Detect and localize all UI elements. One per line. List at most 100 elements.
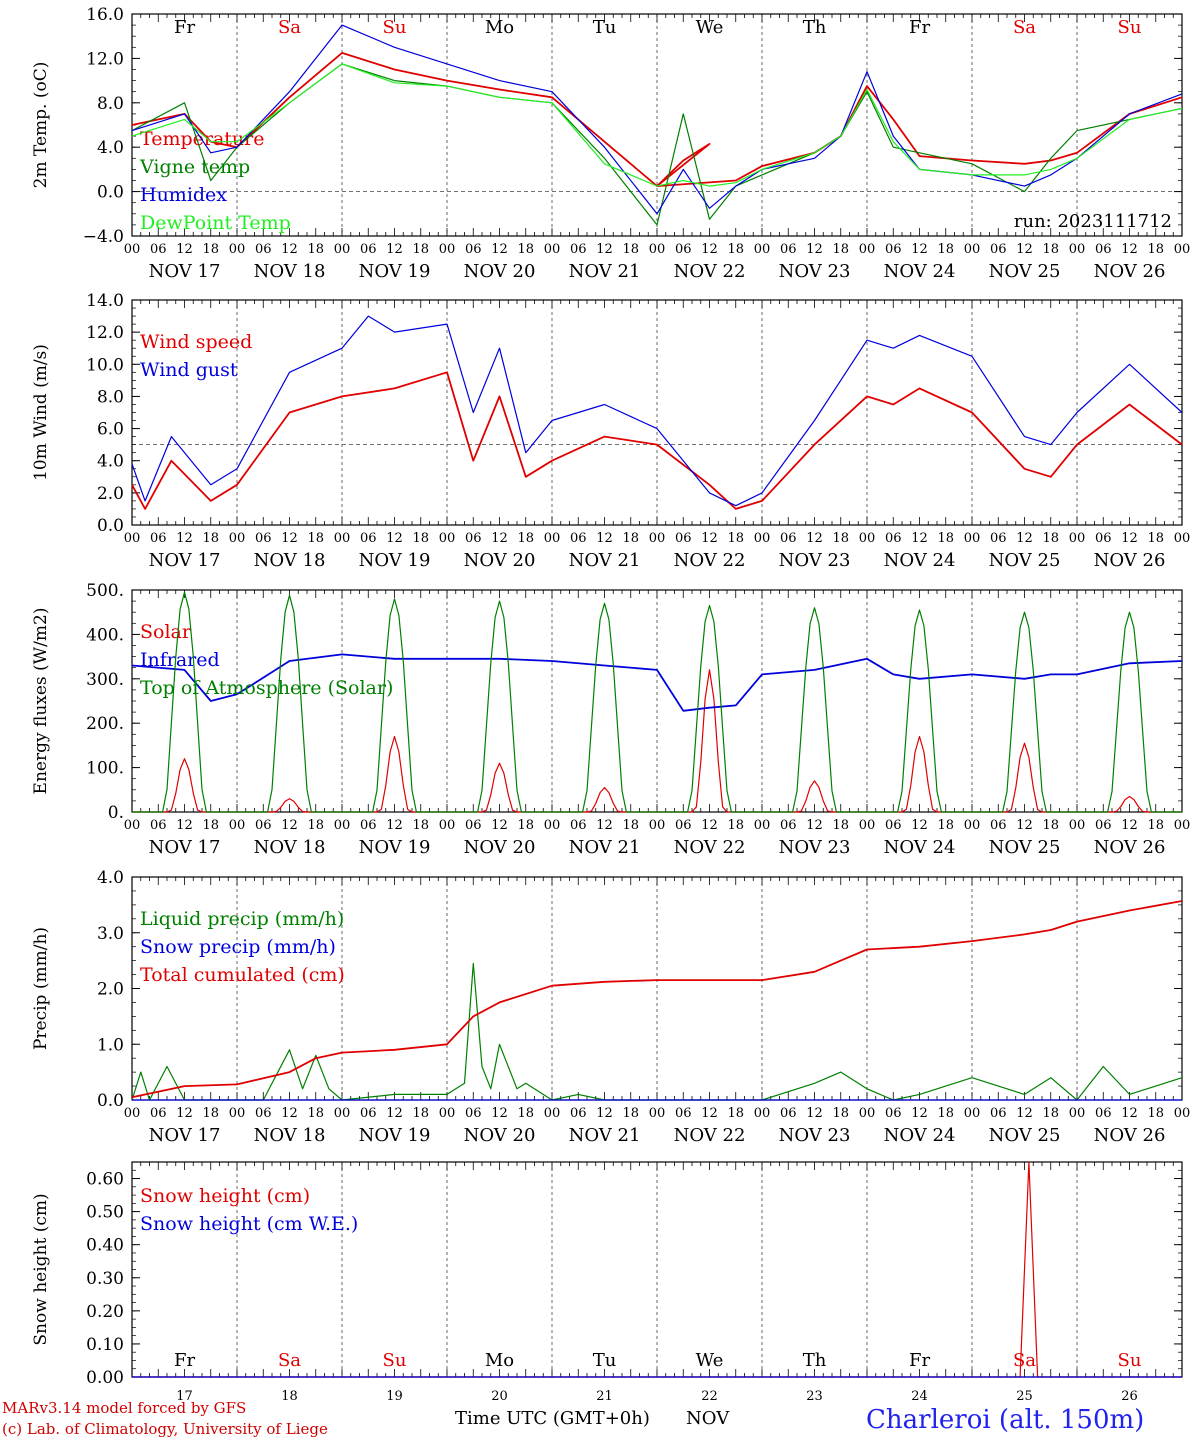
y-tick-label: 100. — [86, 759, 124, 779]
hour-tick-label: 12 — [491, 1106, 508, 1121]
hour-tick-label: 18 — [832, 242, 849, 257]
y-tick-label: 0.0 — [97, 1091, 124, 1111]
date-label: NOV 21 — [569, 1125, 641, 1146]
hour-tick-label: 18 — [1042, 531, 1059, 546]
weekday-label: Tu — [593, 17, 617, 38]
legend-entry: Humidex — [140, 184, 227, 206]
weekday-label: Tu — [593, 1350, 617, 1371]
legend-entry: Infrared — [140, 649, 220, 671]
y-tick-label: 2.0 — [97, 484, 124, 504]
hour-tick-label: 12 — [281, 531, 298, 546]
date-label: NOV 17 — [149, 550, 221, 571]
hour-tick-label: 00 — [754, 531, 771, 546]
hour-tick-label: 06 — [150, 818, 167, 833]
copyright: (c) Lab. of Climatology, University of L… — [2, 1420, 328, 1438]
hour-tick-label: 12 — [176, 818, 193, 833]
date-label: NOV 18 — [254, 837, 326, 858]
hour-tick-label: 00 — [1174, 531, 1191, 546]
date-label: NOV 25 — [989, 837, 1061, 858]
hour-tick-label: 06 — [255, 1106, 272, 1121]
hour-tick-label: 00 — [1174, 242, 1191, 257]
hour-tick-label: 18 — [832, 818, 849, 833]
hour-tick-label: 12 — [596, 242, 613, 257]
weekday-label: Sa — [278, 1350, 301, 1371]
hour-tick-label: 18 — [517, 818, 534, 833]
y-tick-label: 0.10 — [86, 1335, 124, 1355]
hour-tick-label: 18 — [307, 1106, 324, 1121]
hour-tick-label: 00 — [439, 242, 456, 257]
hour-tick-label: 00 — [334, 531, 351, 546]
weekday-label: Sa — [278, 17, 301, 38]
legend-entry: Temperature — [140, 128, 264, 150]
hour-tick-label: 00 — [649, 242, 666, 257]
hour-tick-label: 00 — [229, 242, 246, 257]
hour-tick-label: 00 — [544, 818, 561, 833]
hour-tick-label: 00 — [1069, 818, 1086, 833]
hour-tick-label: 18 — [937, 818, 954, 833]
hour-tick-label: 18 — [517, 242, 534, 257]
hour-tick-label: 00 — [754, 1106, 771, 1121]
hour-tick-label: 06 — [990, 1106, 1007, 1121]
date-label: NOV 17 — [149, 837, 221, 858]
hour-tick-label: 06 — [1095, 1106, 1112, 1121]
hour-tick-label: 12 — [806, 242, 823, 257]
hour-tick-label: 06 — [990, 818, 1007, 833]
hour-tick-label: 00 — [964, 818, 981, 833]
hour-tick-label: 06 — [780, 531, 797, 546]
y-tick-label: 6.0 — [97, 420, 124, 440]
y-tick-label: 8.0 — [97, 387, 124, 407]
panel-2: 14.0 12.0 10.0 8.0 6.0 4.0 2.0 0.0 10m Wind (m/s… — [31, 291, 1190, 571]
panel-3: 500. 400. 300. 200. 100. 0. Energy fluxes (W/m… — [31, 581, 1190, 858]
y-axis-title: Energy fluxes (W/m2) — [31, 608, 51, 795]
hour-tick-label: 18 — [727, 531, 744, 546]
weekday-label: Sa — [1013, 17, 1036, 38]
hour-tick-label: 12 — [1016, 1106, 1033, 1121]
hour-tick-label: 12 — [491, 531, 508, 546]
hour-tick-label: 12 — [1016, 531, 1033, 546]
hour-tick-label: 18 — [1042, 242, 1059, 257]
date-label: NOV 24 — [884, 1125, 956, 1146]
legend-entry: Liquid precip (mm/h) — [140, 908, 344, 930]
y-tick-label: 0. — [108, 803, 124, 823]
y-tick-label: 300. — [86, 670, 124, 690]
hour-tick-label: 12 — [386, 242, 403, 257]
hour-tick-label: 18 — [307, 531, 324, 546]
hour-tick-label: 18 — [202, 242, 219, 257]
hour-tick-label: 06 — [570, 1106, 587, 1121]
weekday-label: Su — [1118, 17, 1142, 38]
day-number-label: 24 — [911, 1389, 928, 1404]
hour-tick-label: 12 — [1121, 818, 1138, 833]
hour-tick-label: 18 — [622, 1106, 639, 1121]
hour-tick-label: 06 — [150, 531, 167, 546]
panel-1: 16.0 12.0 8.0 4.0 0.0 −4.0 2m Temp. (oC) 00 06 12… — [31, 5, 1190, 282]
hour-tick-label: 00 — [964, 531, 981, 546]
hour-tick-label: 12 — [1016, 818, 1033, 833]
y-tick-label: 1.0 — [97, 1035, 124, 1055]
hour-tick-label: 06 — [885, 1106, 902, 1121]
legend-entry: Vigne temp — [139, 156, 250, 178]
hour-tick-label: 00 — [649, 818, 666, 833]
day-number-label: 25 — [1016, 1389, 1033, 1404]
hour-tick-label: 06 — [150, 242, 167, 257]
date-label: NOV 20 — [464, 1125, 536, 1146]
weekday-label: Fr — [909, 1350, 930, 1371]
weekday-label: Su — [383, 17, 407, 38]
hour-tick-label: 00 — [229, 1106, 246, 1121]
y-tick-label: 10.0 — [86, 355, 124, 375]
weekday-label: Fr — [909, 17, 930, 38]
hour-tick-label: 00 — [754, 818, 771, 833]
hour-tick-label: 00 — [334, 818, 351, 833]
weekday-label: Mo — [485, 1350, 514, 1371]
weekday-label: We — [696, 1350, 724, 1371]
hour-tick-label: 00 — [1174, 1106, 1191, 1121]
hour-tick-label: 12 — [701, 1106, 718, 1121]
hour-tick-label: 12 — [386, 531, 403, 546]
series-line-humidex — [131, 24, 1183, 215]
date-label: NOV 26 — [1094, 837, 1166, 858]
hour-tick-label: 00 — [1069, 531, 1086, 546]
day-number-label: 18 — [281, 1389, 298, 1404]
hour-tick-label: 12 — [701, 818, 718, 833]
date-label: NOV 26 — [1094, 550, 1166, 571]
hour-tick-label: 12 — [1121, 242, 1138, 257]
date-label: NOV 19 — [359, 837, 431, 858]
